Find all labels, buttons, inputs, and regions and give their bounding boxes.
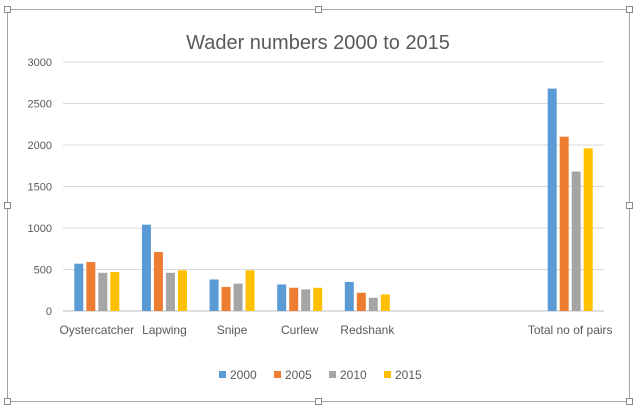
bar xyxy=(356,292,366,311)
legend-label: 2005 xyxy=(285,368,312,382)
y-tick-label: 500 xyxy=(34,265,52,277)
resize-handle-top-left[interactable] xyxy=(4,6,11,13)
bar xyxy=(571,171,581,311)
bar xyxy=(110,271,120,311)
resize-handle-mid-right[interactable] xyxy=(626,202,633,209)
bar xyxy=(74,263,84,311)
resize-handle-bottom-left[interactable] xyxy=(4,398,11,405)
bar xyxy=(233,283,243,311)
bar xyxy=(153,252,163,311)
resize-handle-bottom-center[interactable] xyxy=(315,398,322,405)
y-tick-label: 0 xyxy=(46,306,52,318)
y-tick-label: 1000 xyxy=(28,223,52,235)
bar xyxy=(301,289,311,311)
x-tick-label: Redshank xyxy=(340,323,395,337)
bar xyxy=(277,284,287,311)
bar xyxy=(368,297,378,311)
bars xyxy=(74,88,593,311)
bar xyxy=(98,272,108,311)
bar xyxy=(209,279,219,311)
y-axis-ticks: 0 500 1000 1500 2000 2500 3000 xyxy=(28,57,52,318)
legend-swatch xyxy=(274,371,281,378)
x-tick-label: Lapwing xyxy=(142,323,187,337)
legend-swatch xyxy=(219,371,226,378)
bar xyxy=(289,287,299,311)
y-tick-label: 2500 xyxy=(28,99,52,111)
x-axis-ticks: Oystercatcher Lapwing Snipe Curlew Redshank T… xyxy=(59,323,612,337)
legend-label: 2010 xyxy=(340,368,367,382)
bar xyxy=(344,281,354,311)
bar xyxy=(583,148,593,311)
resize-handle-bottom-right[interactable] xyxy=(626,398,633,405)
bar xyxy=(177,270,187,311)
legend: 2000 2005 2010 2015 xyxy=(219,368,422,382)
bar xyxy=(313,287,323,311)
bar xyxy=(221,286,231,311)
bar xyxy=(380,294,390,311)
resize-handle-mid-left[interactable] xyxy=(4,202,11,209)
chart-title: Wader numbers 2000 to 2015 xyxy=(186,32,450,54)
bar xyxy=(165,272,175,311)
x-tick-label: Total no of pairs xyxy=(528,323,613,337)
legend-swatch xyxy=(329,371,336,378)
x-tick-label: Curlew xyxy=(281,323,319,337)
y-tick-label: 3000 xyxy=(28,57,52,69)
x-tick-label: Oystercatcher xyxy=(59,323,134,337)
y-tick-label: 1500 xyxy=(28,182,52,194)
legend-label: 2015 xyxy=(395,368,422,382)
bar xyxy=(141,224,151,311)
y-tick-label: 2000 xyxy=(28,140,52,152)
bar xyxy=(559,136,569,311)
x-tick-label: Snipe xyxy=(217,323,248,337)
chart-frame[interactable] xyxy=(7,9,630,402)
bar xyxy=(86,262,96,311)
resize-handle-top-center[interactable] xyxy=(315,6,322,13)
legend-swatch xyxy=(384,371,391,378)
gridlines xyxy=(63,61,604,312)
resize-handle-top-right[interactable] xyxy=(626,6,633,13)
bar xyxy=(547,88,557,311)
legend-label: 2000 xyxy=(230,368,257,382)
bar xyxy=(245,270,255,311)
